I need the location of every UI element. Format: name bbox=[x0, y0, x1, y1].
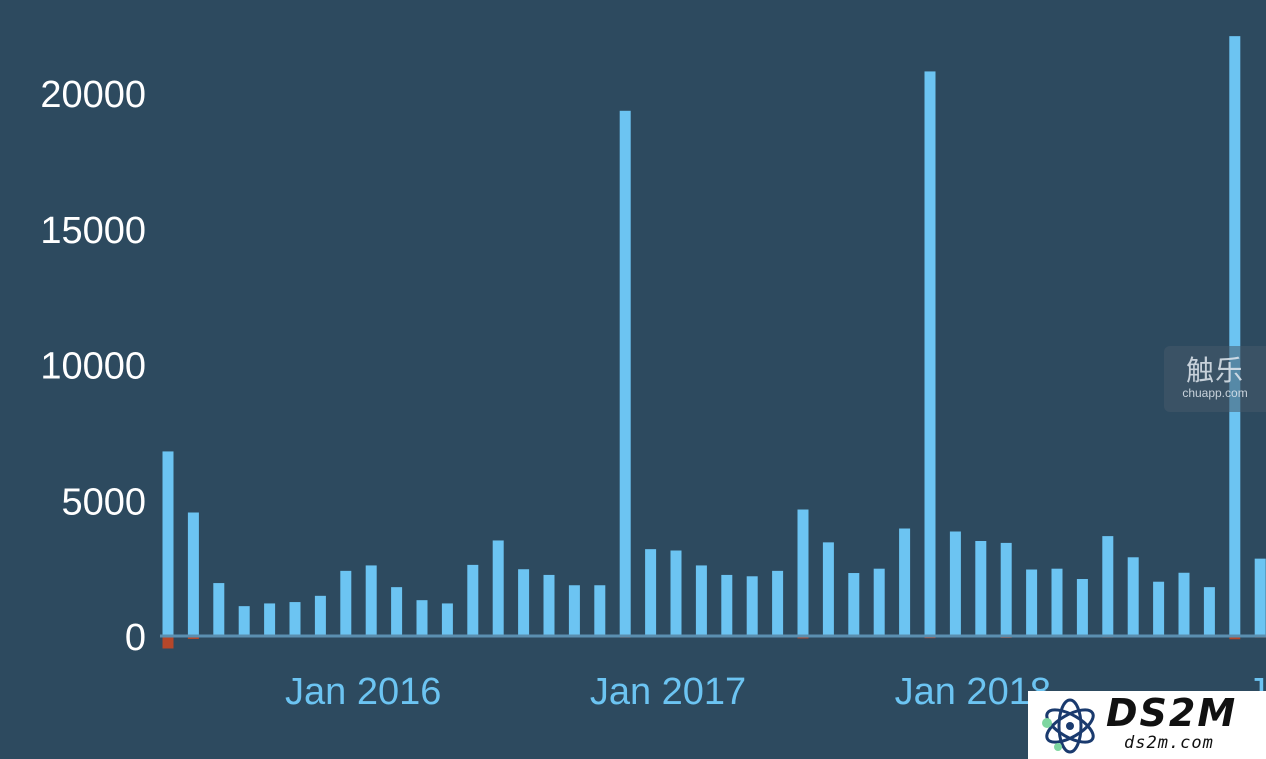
bar bbox=[289, 602, 301, 636]
y-tick-label: 20000 bbox=[40, 74, 146, 116]
bar bbox=[721, 574, 733, 636]
negative-bar bbox=[1229, 636, 1241, 640]
bar bbox=[772, 570, 784, 636]
bar bbox=[162, 451, 174, 636]
y-tick-label: 15000 bbox=[40, 210, 146, 252]
bar bbox=[1000, 542, 1012, 636]
bar bbox=[848, 573, 860, 636]
bar bbox=[441, 603, 453, 636]
bar bbox=[492, 540, 504, 636]
bar bbox=[670, 550, 682, 636]
y-tick-label: 5000 bbox=[61, 481, 146, 523]
bar bbox=[645, 549, 657, 636]
chuapp-watermark-en: chuapp.com bbox=[1182, 386, 1248, 400]
bar bbox=[1229, 36, 1241, 636]
bar bbox=[365, 565, 377, 636]
bar bbox=[416, 600, 428, 636]
bar bbox=[264, 603, 276, 636]
bar bbox=[619, 110, 631, 637]
atom-logo-icon bbox=[1042, 698, 1095, 754]
bar bbox=[873, 568, 885, 636]
bar bbox=[899, 528, 911, 636]
bar bbox=[1254, 558, 1266, 636]
bar bbox=[975, 541, 987, 636]
bar bbox=[340, 570, 352, 636]
x-tick-label: Jan 2017 bbox=[590, 671, 746, 713]
bar bbox=[213, 583, 225, 636]
y-tick-label: 10000 bbox=[40, 346, 146, 388]
bar bbox=[1127, 557, 1139, 636]
y-tick-label: 0 bbox=[125, 617, 146, 659]
bar bbox=[746, 576, 758, 636]
bar bbox=[924, 71, 936, 636]
ds2m-watermark: DS2M ds2m.com bbox=[1028, 691, 1266, 759]
ds2m-watermark-name: DS2M bbox=[1106, 691, 1238, 735]
bar bbox=[314, 595, 326, 636]
bar bbox=[1026, 569, 1038, 636]
bar bbox=[949, 531, 961, 636]
bar bbox=[695, 565, 707, 636]
bar bbox=[797, 509, 809, 636]
x-tick-label: Jan 2016 bbox=[285, 671, 441, 713]
bar bbox=[467, 564, 479, 636]
ds2m-watermark-site: ds2m.com bbox=[1124, 733, 1214, 753]
bar bbox=[187, 512, 199, 636]
x-tick-label: Jan 2018 bbox=[895, 671, 1051, 713]
negative-bar bbox=[162, 636, 174, 649]
bar bbox=[391, 587, 403, 636]
bar bbox=[1076, 579, 1088, 636]
bar bbox=[1178, 572, 1190, 636]
bar bbox=[1102, 536, 1114, 636]
bar bbox=[518, 569, 530, 636]
bar bbox=[822, 542, 834, 636]
bar bbox=[1153, 581, 1165, 636]
bar bbox=[238, 606, 250, 636]
chuapp-watermark-cn: 触乐 bbox=[1185, 355, 1244, 386]
bar bbox=[1051, 568, 1063, 636]
bar bbox=[594, 585, 606, 636]
chuapp-watermark: 触乐 chuapp.com bbox=[1164, 346, 1266, 412]
bar bbox=[1203, 587, 1215, 636]
bar bbox=[543, 574, 555, 636]
bar bbox=[568, 585, 580, 636]
